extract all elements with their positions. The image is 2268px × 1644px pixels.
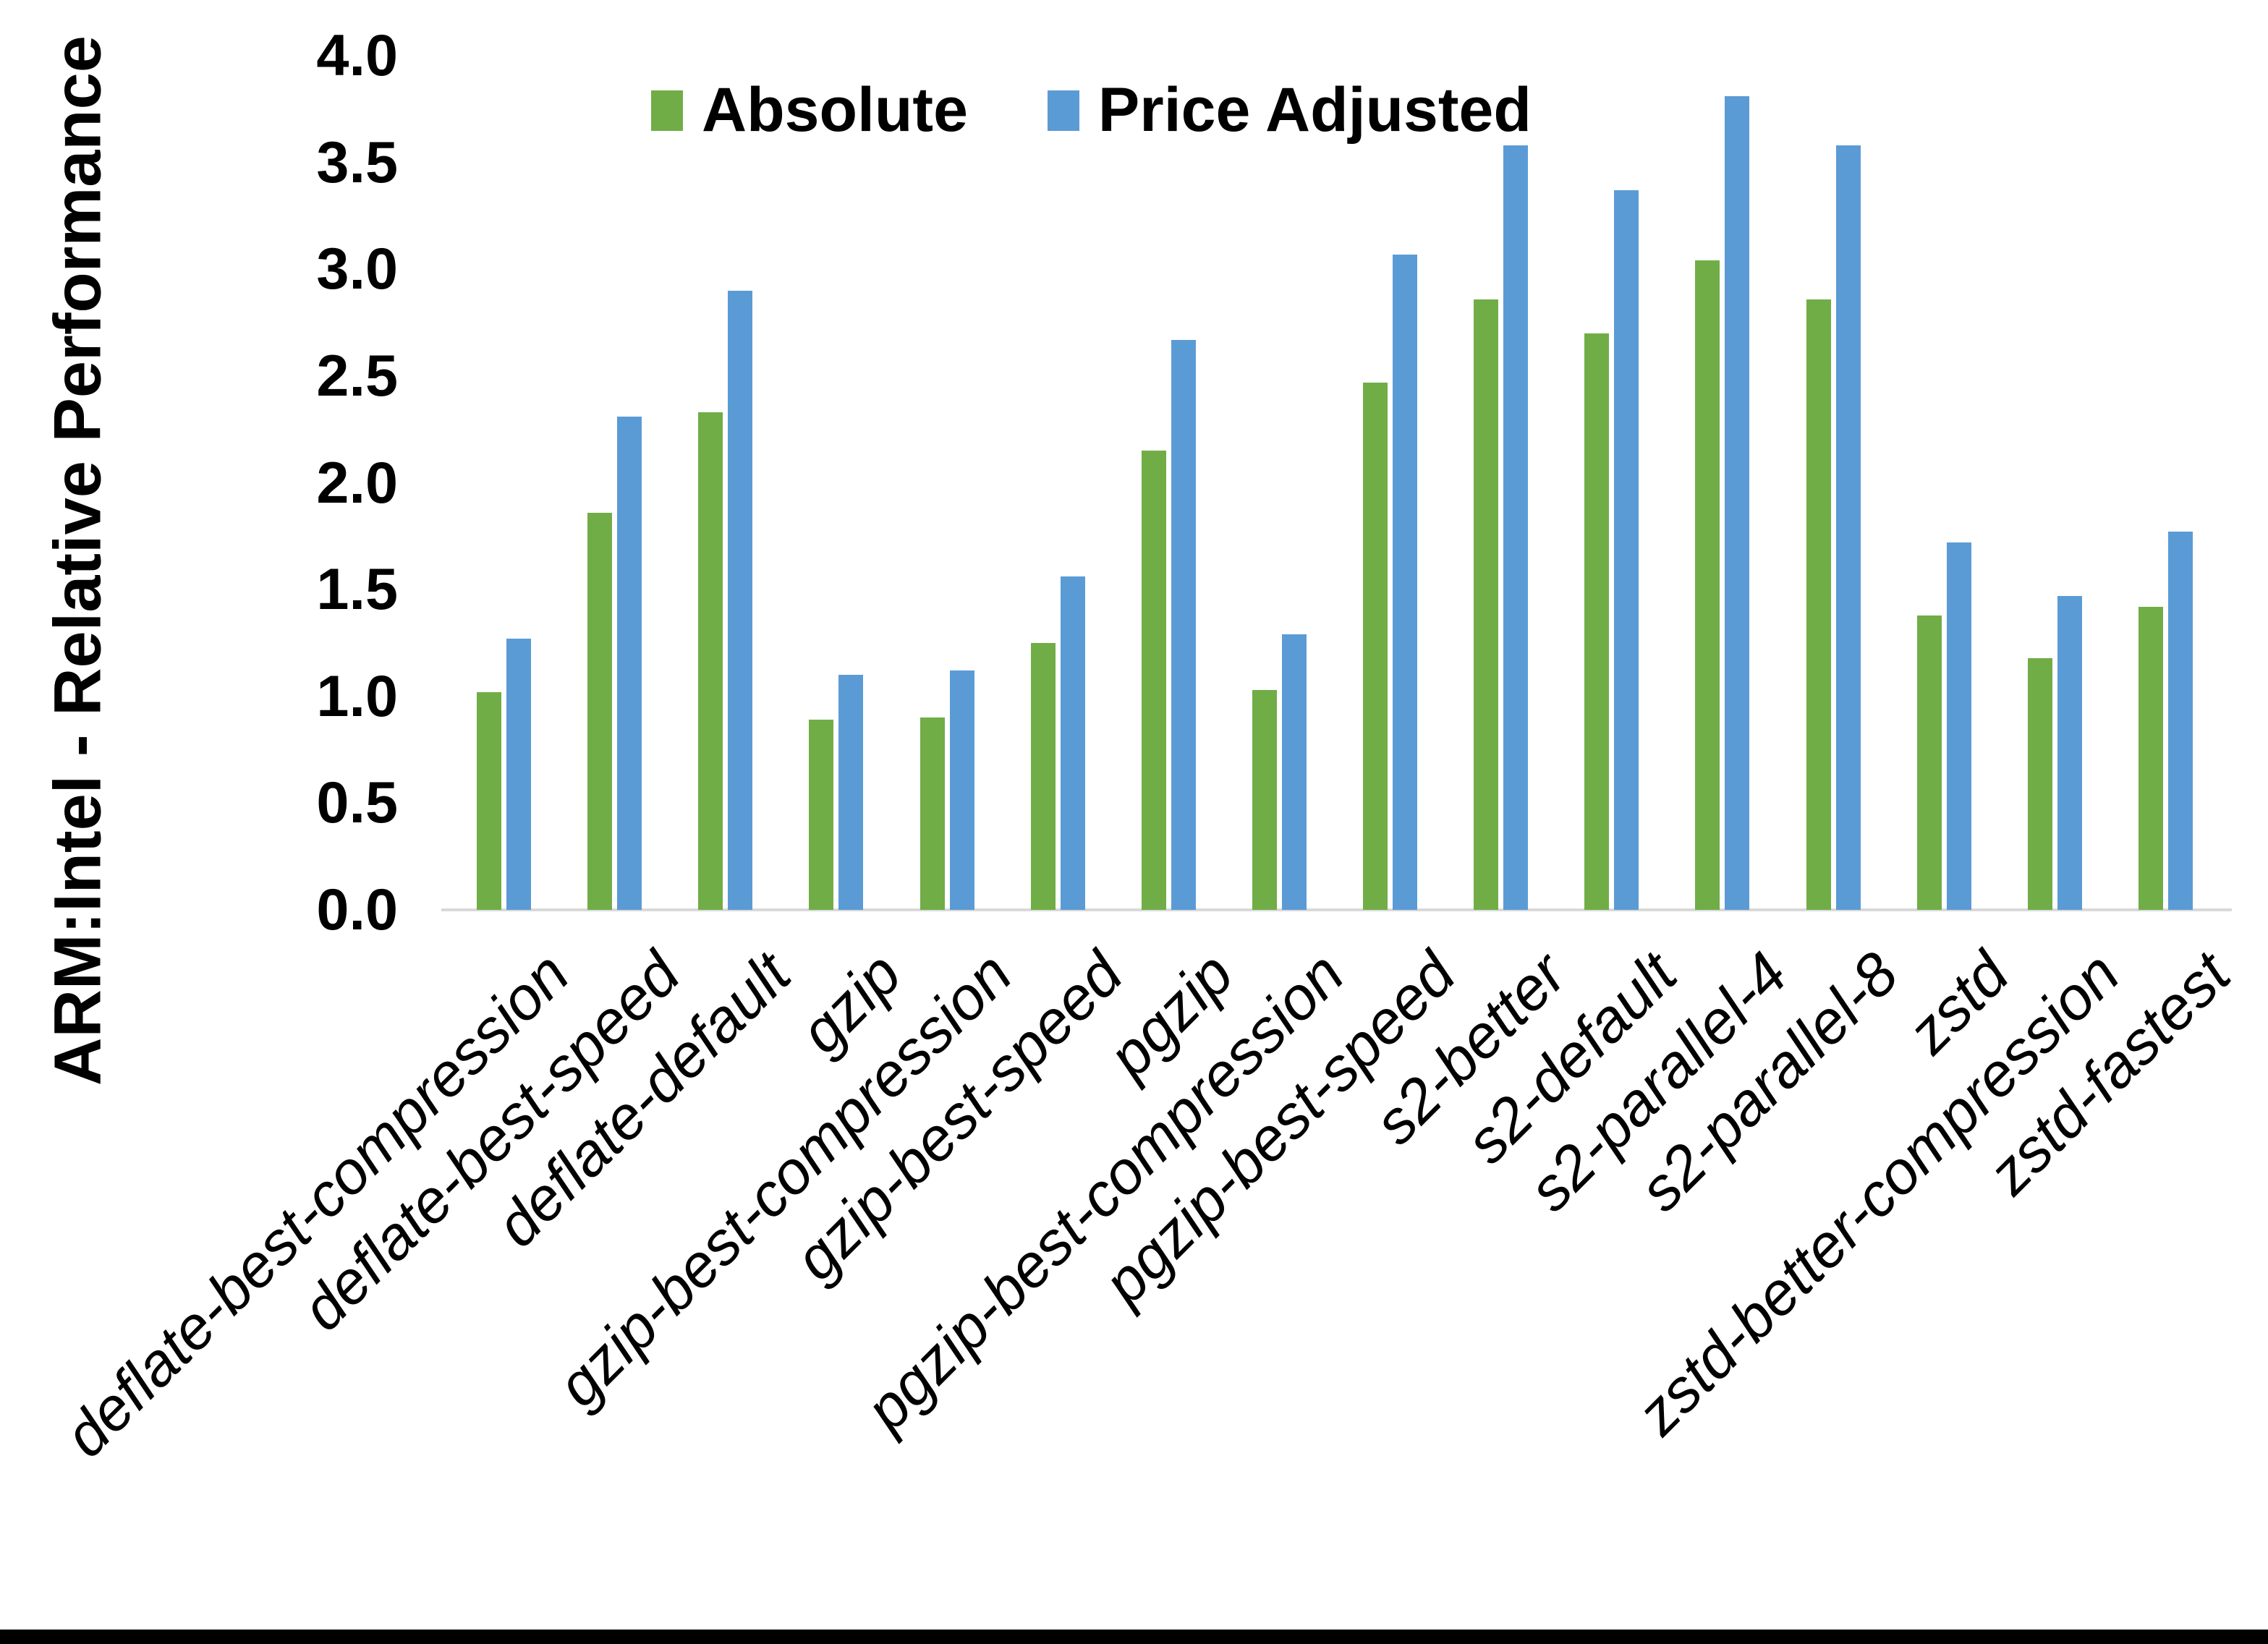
bar-price-adjusted-s2-default [1614, 190, 1639, 910]
bar-price-adjusted-zstd-fastest [2167, 532, 2193, 910]
legend: Absolute Price Adjusted [651, 74, 1532, 146]
bar-absolute-deflate-best-speed [587, 512, 613, 910]
bar-price-adjusted-s2-parallel-4 [1725, 96, 1750, 910]
y-axis-tick-label: 0.5 [316, 770, 398, 836]
y-axis-tick-label: 4.0 [316, 23, 398, 88]
legend-label: Price Adjusted [1097, 75, 1532, 145]
bar-absolute-s2-better [1474, 299, 1499, 910]
bar-absolute-pgzip-best-speed [1363, 382, 1388, 910]
bar-absolute-gzip-best-compression [919, 717, 945, 910]
bar-price-adjusted-gzip-best-compression [949, 670, 974, 910]
bar-price-adjusted-pgzip [1171, 339, 1196, 910]
bar-price-adjusted-deflate-best-speed [617, 416, 642, 910]
bar-absolute-zstd [1916, 615, 1942, 910]
legend-marker-icon [651, 90, 683, 131]
bar-price-adjusted-gzip-best-speed [1060, 576, 1085, 910]
bar-price-adjusted-gzip [838, 675, 864, 910]
bar-price-adjusted-zstd-better-compression [2057, 595, 2082, 910]
y-axis-tick-label: 2.0 [316, 450, 398, 516]
bar-price-adjusted-zstd [1946, 542, 1971, 910]
bar-price-adjusted-pgzip-best-compression [1281, 634, 1307, 910]
bar-absolute-zstd-better-compression [2027, 657, 2052, 910]
bar-price-adjusted-deflate-default [728, 290, 753, 910]
bar-absolute-zstd-fastest [2138, 606, 2163, 910]
bar-absolute-pgzip-best-compression [1252, 689, 1277, 910]
legend-marker-icon [1047, 90, 1079, 131]
y-axis-tick-label: 3.0 [316, 237, 398, 302]
x-axis-line [441, 908, 2232, 911]
y-axis-tick-label: 0.0 [316, 877, 398, 942]
bar-absolute-s2-default [1584, 333, 1610, 910]
bottom-border [0, 1630, 2268, 1644]
y-axis-tick-label: 1.0 [316, 663, 398, 729]
bar-absolute-s2-parallel-4 [1695, 260, 1720, 910]
bar-price-adjusted-deflate-best-compression [506, 639, 532, 910]
legend-entry-price-adjusted: Price Adjusted [1047, 74, 1532, 146]
bar-absolute-gzip-best-speed [1030, 642, 1056, 910]
bar-absolute-deflate-default [698, 412, 723, 910]
bar-absolute-gzip [809, 720, 834, 910]
bar-price-adjusted-pgzip-best-speed [1393, 254, 1418, 910]
bar-absolute-deflate-best-compression [477, 691, 502, 910]
y-axis-tick-label: 1.5 [316, 557, 398, 623]
bar-absolute-pgzip [1141, 451, 1166, 910]
legend-entry-absolute: Absolute [651, 74, 968, 146]
bar-price-adjusted-s2-parallel-8 [1835, 145, 1861, 910]
legend-label: Absolute [702, 75, 968, 145]
y-axis-tick-label: 2.5 [316, 343, 398, 409]
y-axis-tick-label: 3.5 [316, 129, 398, 195]
bar-absolute-s2-parallel-8 [1806, 299, 1831, 910]
bar-price-adjusted-s2-better [1503, 145, 1529, 910]
